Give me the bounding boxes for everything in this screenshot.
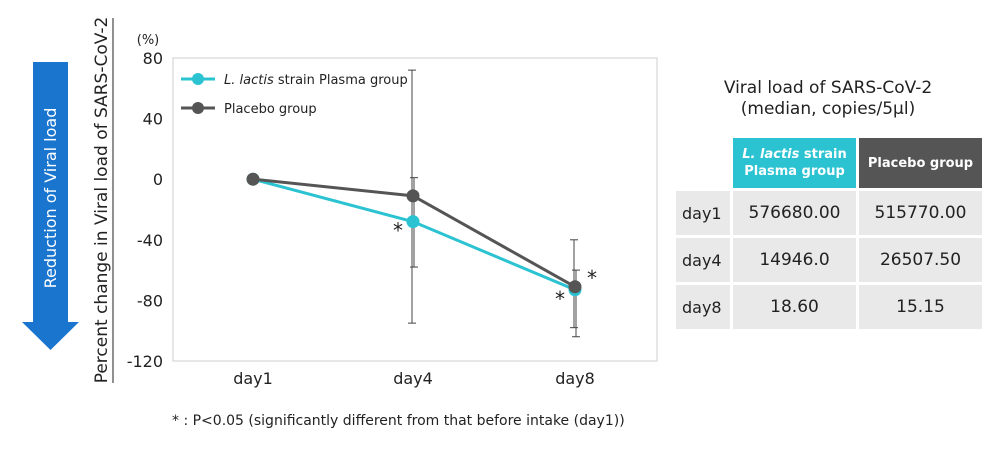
data-point bbox=[406, 189, 420, 203]
legend: L. lactis strain Plasma group Placebo gr… bbox=[181, 73, 408, 117]
header-lactis-line2: Plasma group bbox=[744, 164, 845, 179]
table-cell-lactis: 18.60 bbox=[733, 285, 856, 329]
footnote: * : P<0.05 (significantly different from… bbox=[172, 413, 625, 429]
data-point bbox=[246, 172, 260, 186]
table-row-day: day8 bbox=[676, 285, 730, 329]
table-row-day: day1 bbox=[676, 191, 730, 235]
table-title-line1: Viral load of SARS-CoV-2 bbox=[723, 78, 933, 98]
header-lactis-rest: strain bbox=[799, 147, 847, 162]
legend-label-lactis: L. lactis strain Plasma group bbox=[224, 73, 408, 88]
table-title: Viral load of SARS-CoV-2 (median, copies… bbox=[676, 78, 980, 120]
table-header-lactis: L. lactis strain Plasma group bbox=[733, 138, 856, 188]
x-tick-label: day4 bbox=[393, 369, 433, 388]
y-tick-label: -80 bbox=[137, 291, 163, 310]
data-point bbox=[568, 280, 582, 294]
header-lactis-italic: L. lactis bbox=[742, 147, 800, 162]
table-row-day: day4 bbox=[676, 238, 730, 282]
table-header-blank bbox=[676, 138, 730, 188]
table-cell-placebo: 15.15 bbox=[859, 285, 982, 329]
significance-marks: * * * bbox=[393, 219, 597, 311]
legend-marker-lactis bbox=[192, 73, 204, 85]
legend-item-placebo: Placebo group bbox=[181, 102, 317, 117]
table-cell-lactis: 576680.00 bbox=[733, 191, 856, 235]
x-tick-label: day1 bbox=[233, 369, 273, 388]
y-axis-label: Percent change in Viral load of SARS-CoV… bbox=[92, 17, 112, 384]
table-header-placebo: Placebo group bbox=[859, 138, 982, 188]
y-tick-label: -40 bbox=[137, 231, 163, 250]
series-points bbox=[246, 172, 582, 297]
table-cell-placebo: 515770.00 bbox=[859, 191, 982, 235]
table-row: day8 18.60 15.15 bbox=[676, 285, 982, 329]
table-header-row: L. lactis strain Plasma group Placebo gr… bbox=[676, 138, 982, 188]
down-arrow-icon bbox=[22, 62, 79, 350]
x-ticks: day1 day4 day8 bbox=[233, 369, 595, 388]
y-tick-label: 80 bbox=[143, 49, 163, 68]
x-tick-label: day8 bbox=[555, 369, 595, 388]
legend-item-lactis: L. lactis strain Plasma group bbox=[181, 73, 408, 88]
data-point bbox=[406, 215, 420, 229]
legend-label-placebo: Placebo group bbox=[224, 102, 317, 117]
significance-mark: * bbox=[587, 266, 597, 290]
table-cell-placebo: 26507.50 bbox=[859, 238, 982, 282]
y-ticks: 80 40 0 -40 -80 -120 bbox=[127, 49, 163, 371]
legend-marker-placebo bbox=[192, 102, 204, 114]
table-row: day1 576680.00 515770.00 bbox=[676, 191, 982, 235]
y-unit-label: (%) bbox=[137, 33, 160, 48]
viral-load-table: L. lactis strain Plasma group Placebo gr… bbox=[673, 135, 985, 332]
arrow-label: Reduction of Viral load bbox=[41, 108, 60, 289]
table-cell-lactis: 14946.0 bbox=[733, 238, 856, 282]
significance-mark: * bbox=[393, 219, 403, 243]
table-row: day4 14946.0 26507.50 bbox=[676, 238, 982, 282]
y-tick-label: -120 bbox=[127, 352, 163, 371]
table-title-line2: (median, copies/5μl) bbox=[740, 99, 916, 119]
y-tick-label: 40 bbox=[143, 110, 163, 129]
y-tick-label: 0 bbox=[153, 170, 163, 189]
reduction-arrow: Reduction of Viral load bbox=[22, 62, 79, 350]
significance-mark: * bbox=[555, 287, 565, 311]
